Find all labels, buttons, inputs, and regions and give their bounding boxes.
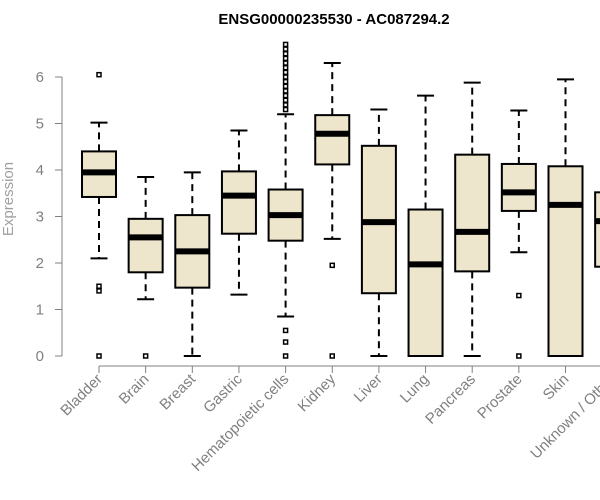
outlier-point (282, 41, 289, 48)
outlier-point (282, 353, 289, 359)
outlier-point (142, 353, 149, 359)
x-tick-label: Kidney (295, 370, 340, 415)
y-tick-label: 2 (36, 255, 44, 272)
outlier-point (282, 88, 289, 94)
box-group (127, 175, 164, 359)
y-tick-label: 5 (36, 116, 44, 133)
box-group (174, 171, 211, 357)
y-tick-label: 6 (36, 69, 44, 86)
outlier-point (516, 353, 522, 359)
outlier-point (282, 51, 289, 57)
outlier-point (96, 283, 102, 289)
box-group (500, 109, 537, 359)
x-tick-label: Bladder (57, 371, 106, 420)
y-tick-label: 1 (36, 302, 44, 319)
outlier-point (282, 83, 289, 90)
boxes-layer (81, 41, 600, 359)
outlier-point (282, 339, 289, 345)
x-tick-label: Brain (116, 371, 153, 408)
outlier-point (282, 55, 289, 62)
outlier-point (96, 353, 102, 359)
y-tick-label: 0 (36, 348, 44, 365)
box-group (81, 71, 117, 359)
box (547, 165, 584, 357)
outlier-point (516, 292, 522, 299)
y-axis-title: Expression (0, 162, 17, 236)
box-group (360, 108, 397, 357)
x-tick-label: Breast (156, 370, 199, 413)
box (500, 162, 537, 212)
box-group (547, 78, 584, 357)
box (594, 191, 600, 268)
box (454, 153, 491, 273)
y-axis: 0 1 2 3 4 5 6 (36, 69, 63, 365)
outlier-point (96, 71, 102, 78)
outlier-point (96, 288, 102, 294)
chart-title: ENSG00000235530 - AC087294.2 (218, 11, 449, 28)
y-tick-label: 4 (36, 162, 44, 179)
outlier-point (329, 353, 335, 359)
x-tick-label: Gastric (200, 370, 246, 416)
x-tick-label: Pancreas (422, 371, 479, 428)
box (127, 217, 164, 274)
box-group (454, 81, 491, 357)
outlier-point (282, 97, 289, 103)
outlier-point (282, 102, 289, 108)
outlier-point (282, 106, 289, 113)
box-group (407, 94, 444, 357)
box-group (594, 191, 600, 268)
box (407, 208, 444, 357)
box (220, 170, 257, 235)
outlier-point (282, 92, 289, 99)
x-tick-label: Lung (397, 371, 433, 407)
x-tick-label: Skin (540, 371, 573, 404)
box-group (267, 41, 304, 359)
x-tick-label: Liver (351, 371, 386, 406)
outlier-point (282, 60, 289, 66)
box-group (314, 62, 351, 359)
outlier-point (282, 78, 289, 85)
outlier-point (282, 327, 289, 334)
y-tick-label: 3 (36, 209, 44, 226)
outlier-point (282, 69, 289, 76)
outlier-point (282, 64, 289, 71)
box (314, 114, 351, 166)
outlier-point (329, 262, 335, 269)
x-tick-label: Prostate (474, 371, 526, 423)
outlier-point (282, 74, 289, 80)
outlier-point (282, 46, 289, 52)
box-group (220, 129, 257, 296)
